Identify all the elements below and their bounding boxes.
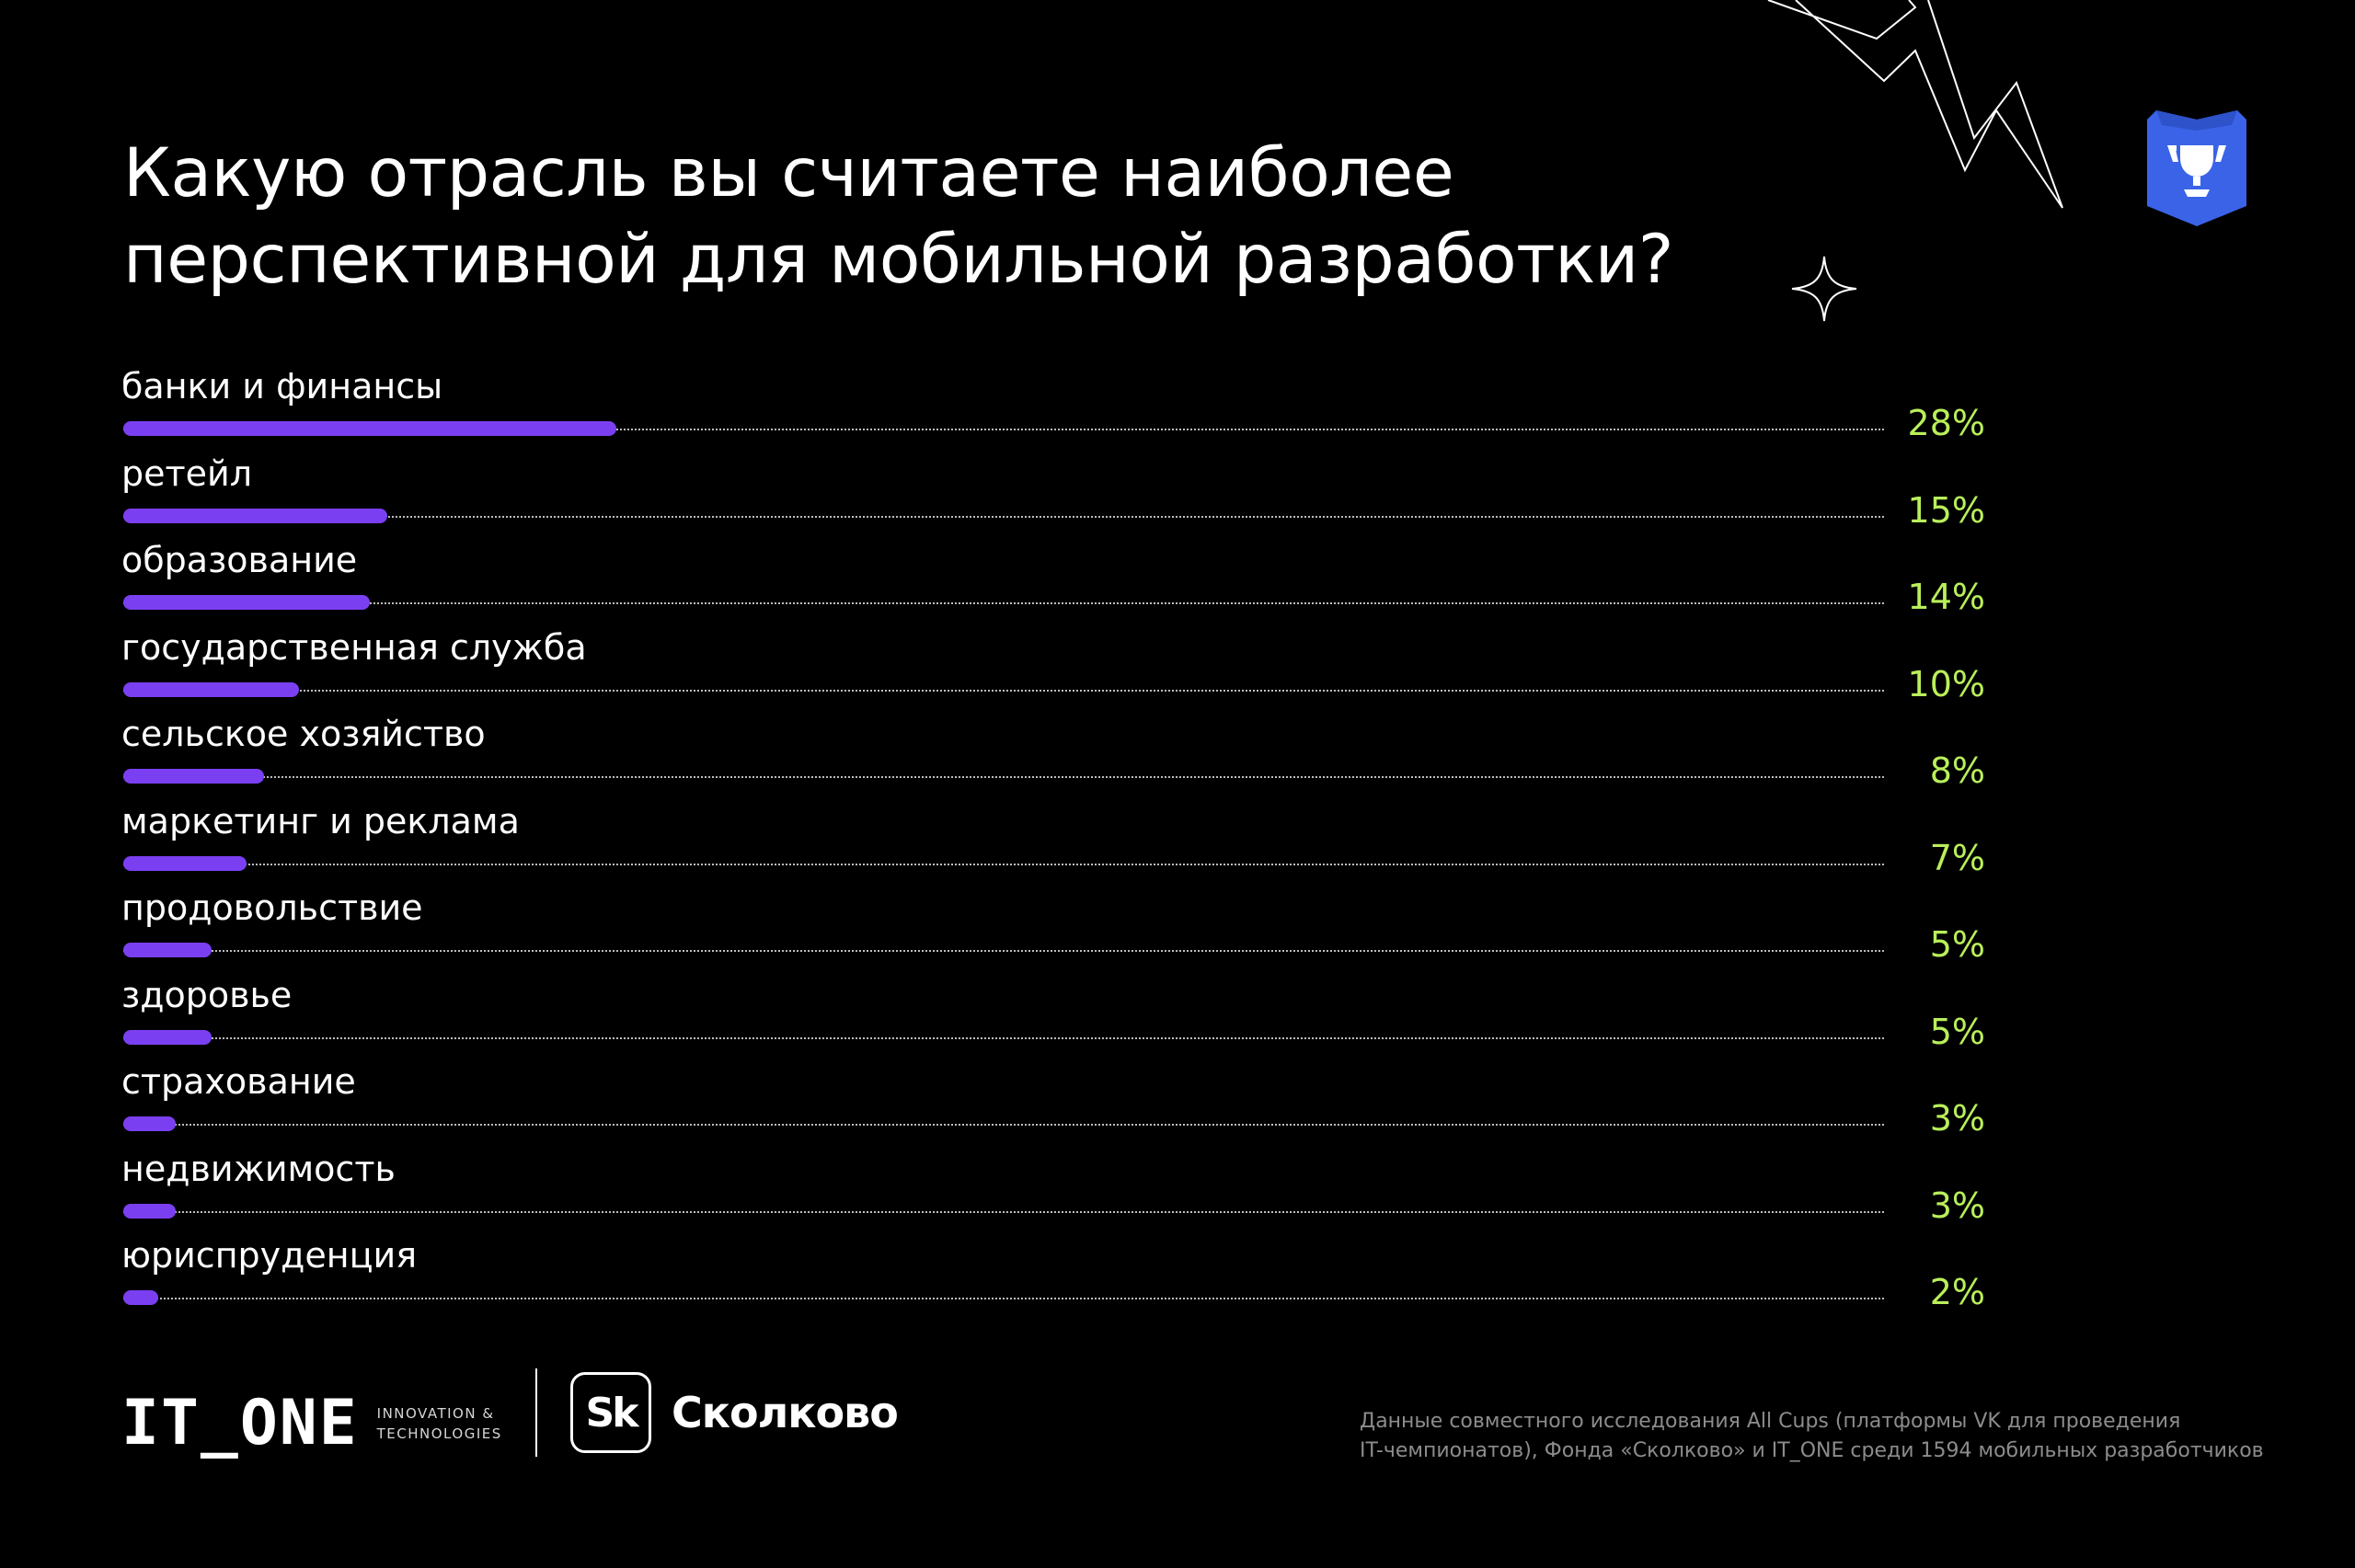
itone-tagline-line-2: TECHNOLOGIES <box>376 1425 502 1442</box>
itone-logo: IT_ONE INNOVATION & TECHNOLOGIES <box>121 1389 502 1459</box>
itone-tagline-line-1: INNOVATION & <box>376 1405 495 1422</box>
bar-track <box>123 429 1884 430</box>
value-label: 3% <box>1929 1185 1985 1226</box>
bar-track <box>123 690 1884 692</box>
value-label: 14% <box>1907 577 1985 617</box>
footnote-line-2: IT-чемпионатов), Фонда «Сколково» и IT_O… <box>1360 1439 2264 1462</box>
bar <box>123 1116 176 1131</box>
bar-track <box>123 1211 1884 1213</box>
title-line-1: Какую отрасль вы считаете наиболее <box>123 134 1454 212</box>
value-label: 28% <box>1907 403 1985 443</box>
category-label: маркетинг и реклама <box>121 801 520 841</box>
value-label: 15% <box>1907 490 1985 531</box>
category-label: сельское хозяйство <box>121 714 486 754</box>
bar-track <box>123 1037 1884 1039</box>
value-label: 2% <box>1929 1272 1985 1312</box>
itone-wordmark: IT_ONE <box>121 1387 359 1459</box>
page-title: Какую отрасль вы считаете наиболее персп… <box>123 131 1733 303</box>
category-label: страхование <box>121 1061 356 1102</box>
bar <box>123 421 616 436</box>
title-line-2: перспективной для мобильной разработки? <box>123 221 1674 299</box>
bar <box>123 509 387 523</box>
lightning-decoration <box>1767 0 2063 209</box>
bar-track <box>123 864 1884 865</box>
value-label: 5% <box>1929 1012 1985 1052</box>
category-label: здоровье <box>121 975 293 1015</box>
trophy-badge-icon <box>2147 110 2246 226</box>
category-label: ретейл <box>121 453 252 494</box>
bar <box>123 1290 158 1305</box>
bar <box>123 769 264 784</box>
bar <box>123 1204 176 1219</box>
value-label: 3% <box>1929 1098 1985 1139</box>
bar <box>123 1030 212 1045</box>
source-footnote: Данные совместного исследования All Cups… <box>1360 1407 2280 1466</box>
skolkovo-mark: Sk <box>570 1372 651 1453</box>
category-label: образование <box>121 540 358 580</box>
itone-tagline: INNOVATION & TECHNOLOGIES <box>377 1403 502 1444</box>
bar <box>123 682 299 697</box>
bar-track <box>123 1298 1884 1299</box>
category-label: недвижимость <box>121 1149 396 1189</box>
skolkovo-logo: Sk Сколково <box>570 1372 899 1453</box>
sparkle-icon <box>1791 256 1857 322</box>
footnote-line-1: Данные совместного исследования All Cups… <box>1360 1410 2181 1433</box>
bar <box>123 856 247 871</box>
bar-track <box>123 1124 1884 1126</box>
value-label: 10% <box>1907 664 1985 704</box>
bar <box>123 595 370 610</box>
bar-track <box>123 602 1884 604</box>
value-label: 8% <box>1929 750 1985 791</box>
skolkovo-wordmark: Сколково <box>672 1388 899 1437</box>
bar-track <box>123 516 1884 518</box>
category-label: продовольствие <box>121 887 423 928</box>
logo-divider <box>535 1368 537 1457</box>
bar <box>123 943 212 957</box>
value-label: 7% <box>1929 838 1985 878</box>
category-label: банки и финансы <box>121 366 443 406</box>
bar-track <box>123 776 1884 778</box>
category-label: юриспруденция <box>121 1235 418 1276</box>
value-label: 5% <box>1929 924 1985 965</box>
bar-track <box>123 950 1884 952</box>
category-label: государственная служба <box>121 627 587 668</box>
